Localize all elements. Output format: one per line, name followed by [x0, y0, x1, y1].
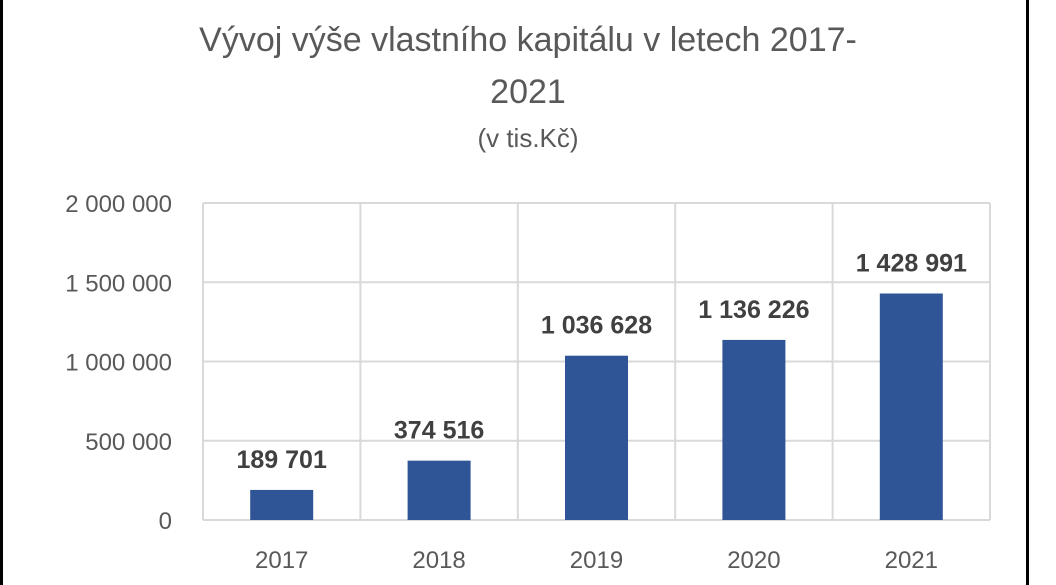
- x-tick-label: 2021: [885, 547, 938, 574]
- x-tick-label: 2019: [570, 547, 623, 574]
- chart-subtitle: (v tis.Kč): [477, 123, 579, 153]
- x-tick-label: 2017: [255, 547, 308, 574]
- data-label: 1 036 628: [541, 312, 652, 340]
- data-label: 1 136 226: [698, 296, 809, 324]
- data-label: 374 516: [394, 417, 484, 445]
- chart-title-line-2: 2021: [490, 73, 566, 111]
- data-label: 1 428 991: [856, 250, 967, 278]
- y-tick-label: 1 000 000: [65, 350, 172, 377]
- page-border-right: [1026, 0, 1029, 585]
- chart-title-line-1: Vývoj výše vlastního kapitálu v letech 2…: [199, 21, 857, 59]
- bar: [879, 293, 943, 520]
- x-tick-label: 2018: [412, 547, 465, 574]
- x-tick-label: 2020: [727, 547, 780, 574]
- chart-title: Vývoj výše vlastního kapitálu v letech 2…: [0, 14, 1056, 118]
- page-border-left: [0, 0, 3, 585]
- y-tick-label: 0: [159, 508, 172, 535]
- data-label: 189 701: [237, 446, 327, 474]
- bar: [250, 489, 314, 520]
- y-tick-label: 500 000: [85, 429, 172, 456]
- y-tick-label: 1 500 000: [65, 270, 172, 297]
- y-tick-label: 2 000 000: [65, 191, 172, 218]
- bar: [565, 355, 628, 520]
- bar: [407, 460, 471, 520]
- bar: [722, 339, 786, 520]
